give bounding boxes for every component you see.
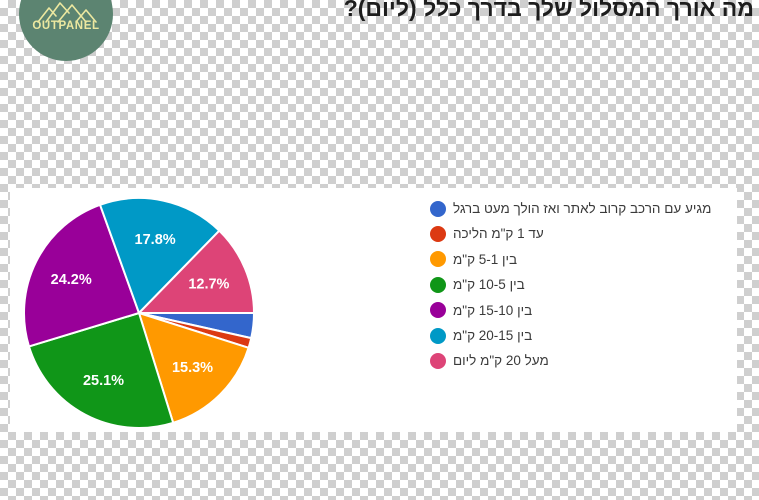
legend-item: מגיע עם הרכב קרוב לאתר ואז הולך מעט ברגל — [430, 196, 711, 221]
brand-name: OUTPANEL — [32, 20, 100, 32]
legend-color-dot — [430, 226, 446, 243]
legend-color-dot — [430, 327, 446, 344]
chart-legend: מגיע עם הרכב קרוב לאתר ואז הולך מעט ברגל… — [430, 196, 711, 374]
pie-slice — [138, 229, 255, 314]
legend-label: בין 10-5 ק"מ — [453, 277, 525, 293]
legend-item: בין 10-5 ק"מ — [430, 272, 711, 297]
pie-chart: 15.3% 25.1% 24.2% 17.8% 12.7% — [23, 197, 255, 429]
pie-slice-label: 15.3% — [172, 360, 213, 376]
pie-slice — [138, 312, 250, 424]
legend-color-dot — [430, 251, 446, 268]
brand-logo: OUTPANEL — [19, 0, 113, 61]
pie-slice-label: 12.7% — [188, 277, 229, 293]
pie-slice — [23, 203, 140, 348]
legend-label: עד 1 ק"מ הליכה — [453, 226, 544, 242]
legend-item: בין 5-1 ק"מ — [430, 247, 711, 272]
legend-color-dot — [430, 302, 446, 319]
legend-item: בין 20-15 ק"מ — [430, 323, 711, 348]
legend-label: בין 5-1 ק"מ — [453, 251, 518, 267]
pie-slice — [27, 312, 175, 429]
mountain-icon — [37, 2, 97, 23]
legend-label: בין 15-10 ק"מ — [453, 302, 533, 318]
chart-card: 15.3% 25.1% 24.2% 17.8% 12.7% מגיע עם הרכב ק… — [10, 188, 737, 432]
legend-label: בין 20-15 ק"מ — [453, 327, 533, 343]
legend-color-dot — [430, 276, 446, 293]
pie-slice-label: 24.2% — [51, 272, 92, 288]
legend-color-dot — [430, 200, 446, 217]
legend-item: מעל 20 ק"מ ליום — [430, 348, 711, 373]
legend-item: בין 15-10 ק"מ — [430, 298, 711, 323]
question-title: מה אורך המסלול שלך בדרך כלל (ליום)? — [343, 0, 754, 21]
legend-label: מגיע עם הרכב קרוב לאתר ואז הולך מעט ברגל — [453, 200, 712, 216]
pie-slice — [99, 197, 221, 314]
legend-label: מעל 20 ק"מ ליום — [453, 353, 549, 369]
pie-slice-label: 25.1% — [83, 373, 124, 389]
legend-color-dot — [430, 353, 446, 370]
legend-item: עד 1 ק"מ הליכה — [430, 221, 711, 246]
pie-slice-label: 17.8% — [135, 232, 176, 248]
